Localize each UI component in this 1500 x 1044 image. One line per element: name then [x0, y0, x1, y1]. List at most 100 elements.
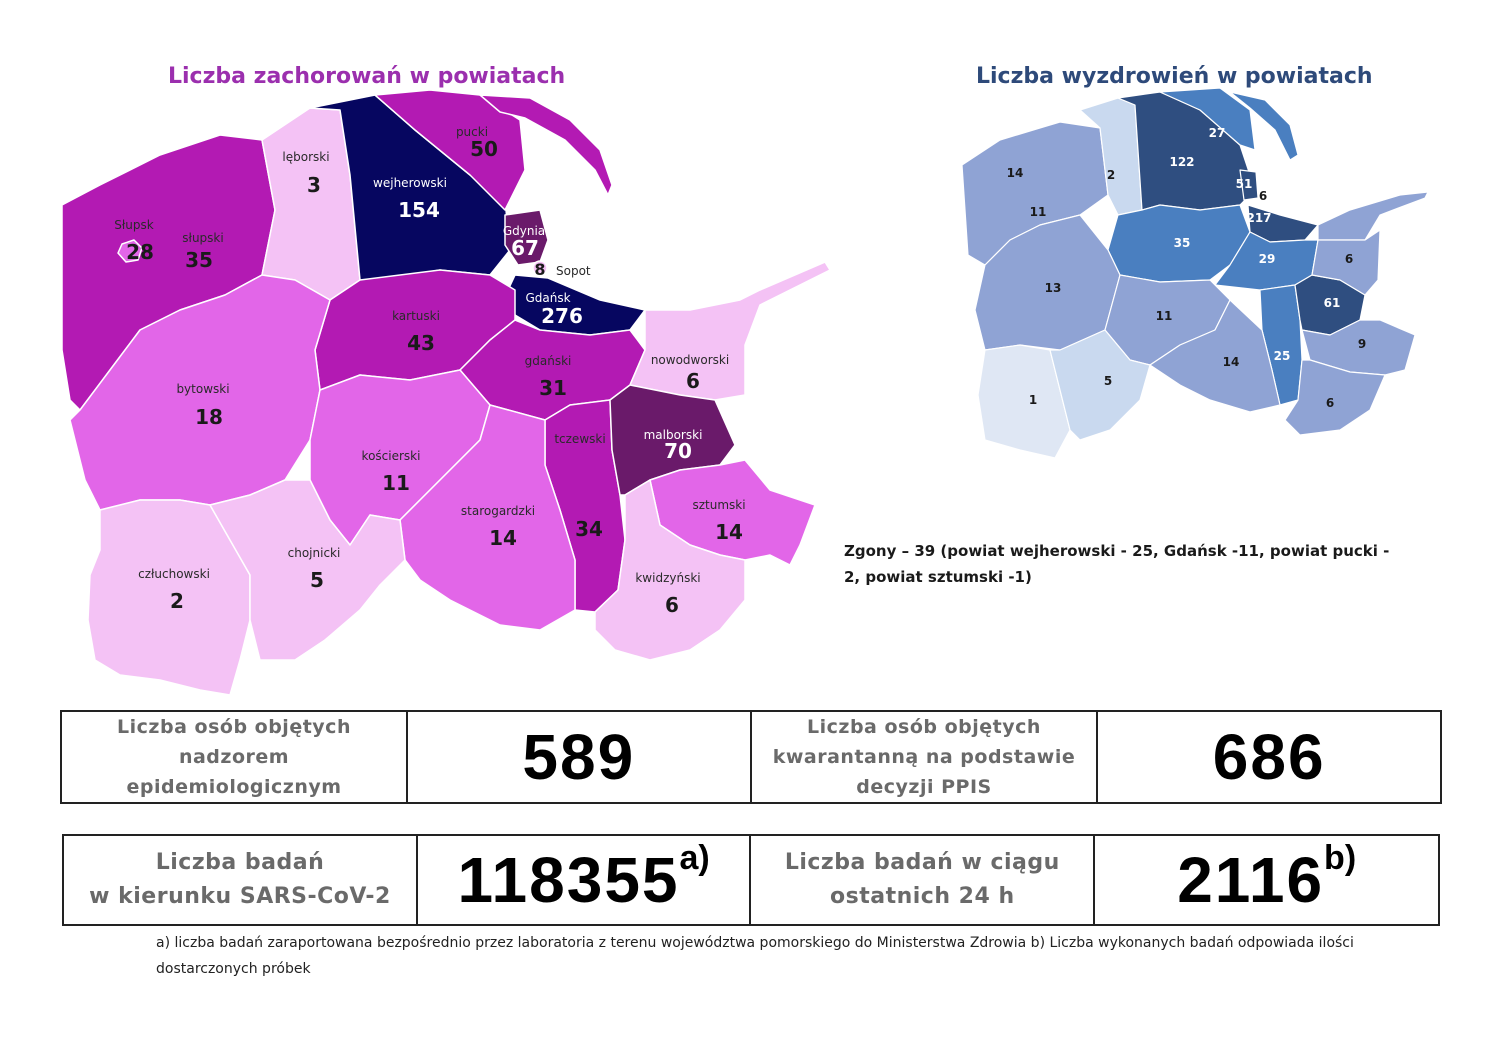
label-nowodworski-value: 6	[686, 369, 700, 393]
label-sztumski-name: sztumski	[692, 498, 745, 512]
label-slupski-name: słupski	[182, 231, 223, 245]
quarantine-label: Liczba osób objętych kwarantanną na pods…	[772, 716, 1076, 798]
label-gdynia-name: Gdynia	[503, 224, 545, 238]
rec-value-starogardzki: 14	[1223, 355, 1240, 369]
label-chojnicki-name: chojnicki	[288, 546, 341, 560]
label-nowodworski-name: nowodworski	[651, 353, 729, 367]
footnote: a) liczba badań zaraportowana bezpośredn…	[156, 935, 1354, 977]
cases-map-title: Liczba zachorowań w powiatach	[168, 64, 566, 89]
label-gdanski-name: gdański	[525, 354, 572, 368]
district-czluchowski	[87, 499, 251, 696]
label-gdansk-name: Gdańsk	[525, 291, 570, 305]
tests-value: 118355a)	[457, 839, 709, 916]
surveillance-value-cell: 589	[406, 710, 752, 804]
rec-value-kwidzynski: 6	[1326, 396, 1334, 410]
label-malborski-name: malborski	[644, 428, 703, 442]
label-sopot-name: Sopot	[556, 264, 591, 278]
rec-value-pucki: 27	[1209, 126, 1226, 140]
label-starogardzki-value: 14	[489, 526, 517, 550]
district-slupsk-city	[117, 239, 143, 263]
label-pucki-name: pucki	[456, 125, 488, 139]
label-bytowski-name: bytowski	[176, 382, 229, 396]
quarantine-label-cell: Liczba osób objętych kwarantanną na pods…	[749, 710, 1099, 804]
label-slupsk-name: Słupsk	[114, 218, 154, 232]
rec-value-gdynia: 51	[1236, 177, 1253, 191]
tests-label-line2: w kierunku SARS-CoV-2	[89, 884, 391, 909]
label-wejherowski-value: 154	[398, 198, 440, 222]
deaths-note: Zgony – 39 (powiat wejherowski - 25, Gda…	[844, 542, 1390, 586]
district-chojnicki	[209, 479, 406, 661]
district-pucki	[374, 89, 526, 211]
label-leborski-value: 3	[307, 173, 321, 197]
rec-value-koscierski: 11	[1156, 309, 1173, 323]
rec-value-slupski: 11	[1030, 205, 1047, 219]
rec-hel	[1229, 91, 1299, 161]
rec-district-gdynia	[1239, 169, 1259, 201]
rec-district-nowodworski-strip	[1317, 191, 1429, 241]
rec-value-czluchowski: 1	[1029, 393, 1037, 407]
label-slupski-value: 35	[185, 248, 213, 272]
rec-district-nowodworski	[1311, 229, 1381, 296]
label-gdansk-value: 276	[541, 304, 583, 328]
label-pucki-value: 50	[470, 137, 498, 161]
tests24-label-cell: Liczba badań w ciągu ostatnich 24 h	[749, 834, 1096, 926]
label-czluchowski-name: człuchowski	[138, 567, 210, 581]
rec-district-czluchowski	[977, 344, 1071, 459]
rec-district-kartuski	[1107, 204, 1251, 283]
label-koscierski-name: kościerski	[362, 449, 421, 463]
label-leborski-name: lęborski	[282, 150, 329, 164]
label-kartuski-value: 43	[407, 331, 435, 355]
tests24-label-line2: ostatnich 24 h	[830, 884, 1015, 909]
label-sopot-value: 8	[534, 260, 545, 279]
label-czluchowski-value: 2	[170, 589, 184, 613]
surveillance-label: Liczba osób objętych nadzorem epidemiolo…	[117, 716, 351, 798]
tests-label-line1: Liczba badań	[155, 850, 325, 875]
rec-value-sztumski: 9	[1358, 337, 1366, 351]
tests-value-cell: 118355a)	[415, 834, 752, 926]
label-tczewski-name: tczewski	[554, 432, 605, 446]
rec-value-nowodworski: 6	[1345, 252, 1353, 266]
label-gdynia-value: 67	[511, 236, 539, 260]
quarantine-value: 686	[1212, 721, 1326, 793]
recoveries-map-title: Liczba wyzdrowień w powiatach	[976, 64, 1373, 89]
rec-value-bytowski: 13	[1045, 281, 1062, 295]
rec-district-chojnicki	[1049, 329, 1151, 441]
stats-table-surveillance: Liczba osób objętych nadzorem epidemiolo…	[59, 710, 1442, 804]
rec-value-wejherowski: 122	[1169, 155, 1194, 169]
rec-value-leborski: 2	[1107, 168, 1115, 182]
rec-value-gdanski: 29	[1259, 252, 1276, 266]
label-bytowski-value: 18	[195, 405, 223, 429]
label-koscierski-value: 11	[382, 471, 410, 495]
label-kwidzynski-name: kwidzyński	[635, 571, 700, 585]
label-malborski-value: 70	[664, 439, 692, 463]
rec-value-kartuski: 35	[1174, 236, 1191, 250]
label-kartuski-name: kartuski	[392, 309, 440, 323]
tests24-value-number: 2116	[1177, 844, 1325, 916]
district-kwidzynski	[594, 479, 746, 661]
label-chojnicki-value: 5	[310, 568, 324, 592]
rec-value-sopot: 6	[1259, 189, 1267, 203]
rec-district-starogardzki	[1149, 299, 1281, 413]
stats-table-tests: Liczba badań w kierunku SARS-CoV-2 11835…	[62, 834, 1440, 926]
rec-value-tczewski: 25	[1274, 349, 1291, 363]
tests24-footnote-marker: b)	[1324, 839, 1357, 877]
rec-value-chojnicki: 5	[1104, 374, 1112, 388]
quarantine-value-cell: 686	[1096, 710, 1442, 804]
tests24-value: 2116b)	[1177, 839, 1356, 916]
label-gdanski-value: 31	[539, 376, 567, 400]
recoveries-map: 14 11 13 2 122 27 51 6 217 35 29 6 61 11…	[961, 87, 1429, 459]
surveillance-value: 589	[522, 721, 636, 793]
label-slupsk-value: 28	[126, 240, 154, 264]
tests-label-cell: Liczba badań w kierunku SARS-CoV-2	[62, 834, 418, 926]
tests24-label-line1: Liczba badań w ciągu	[784, 850, 1060, 875]
tests-value-number: 118355	[457, 844, 680, 916]
rec-value-malborski: 61	[1324, 296, 1341, 310]
label-sztumski-value: 14	[715, 520, 743, 544]
tests-footnote-marker: a)	[679, 839, 710, 877]
tests24-value-cell: 2116b)	[1093, 834, 1440, 926]
district-starogardzki	[399, 404, 576, 631]
label-tczewski-value: 34	[575, 517, 603, 541]
district-sopot	[532, 260, 548, 276]
rec-value-gdansk: 217	[1246, 211, 1271, 225]
hel-peninsula	[479, 94, 613, 196]
